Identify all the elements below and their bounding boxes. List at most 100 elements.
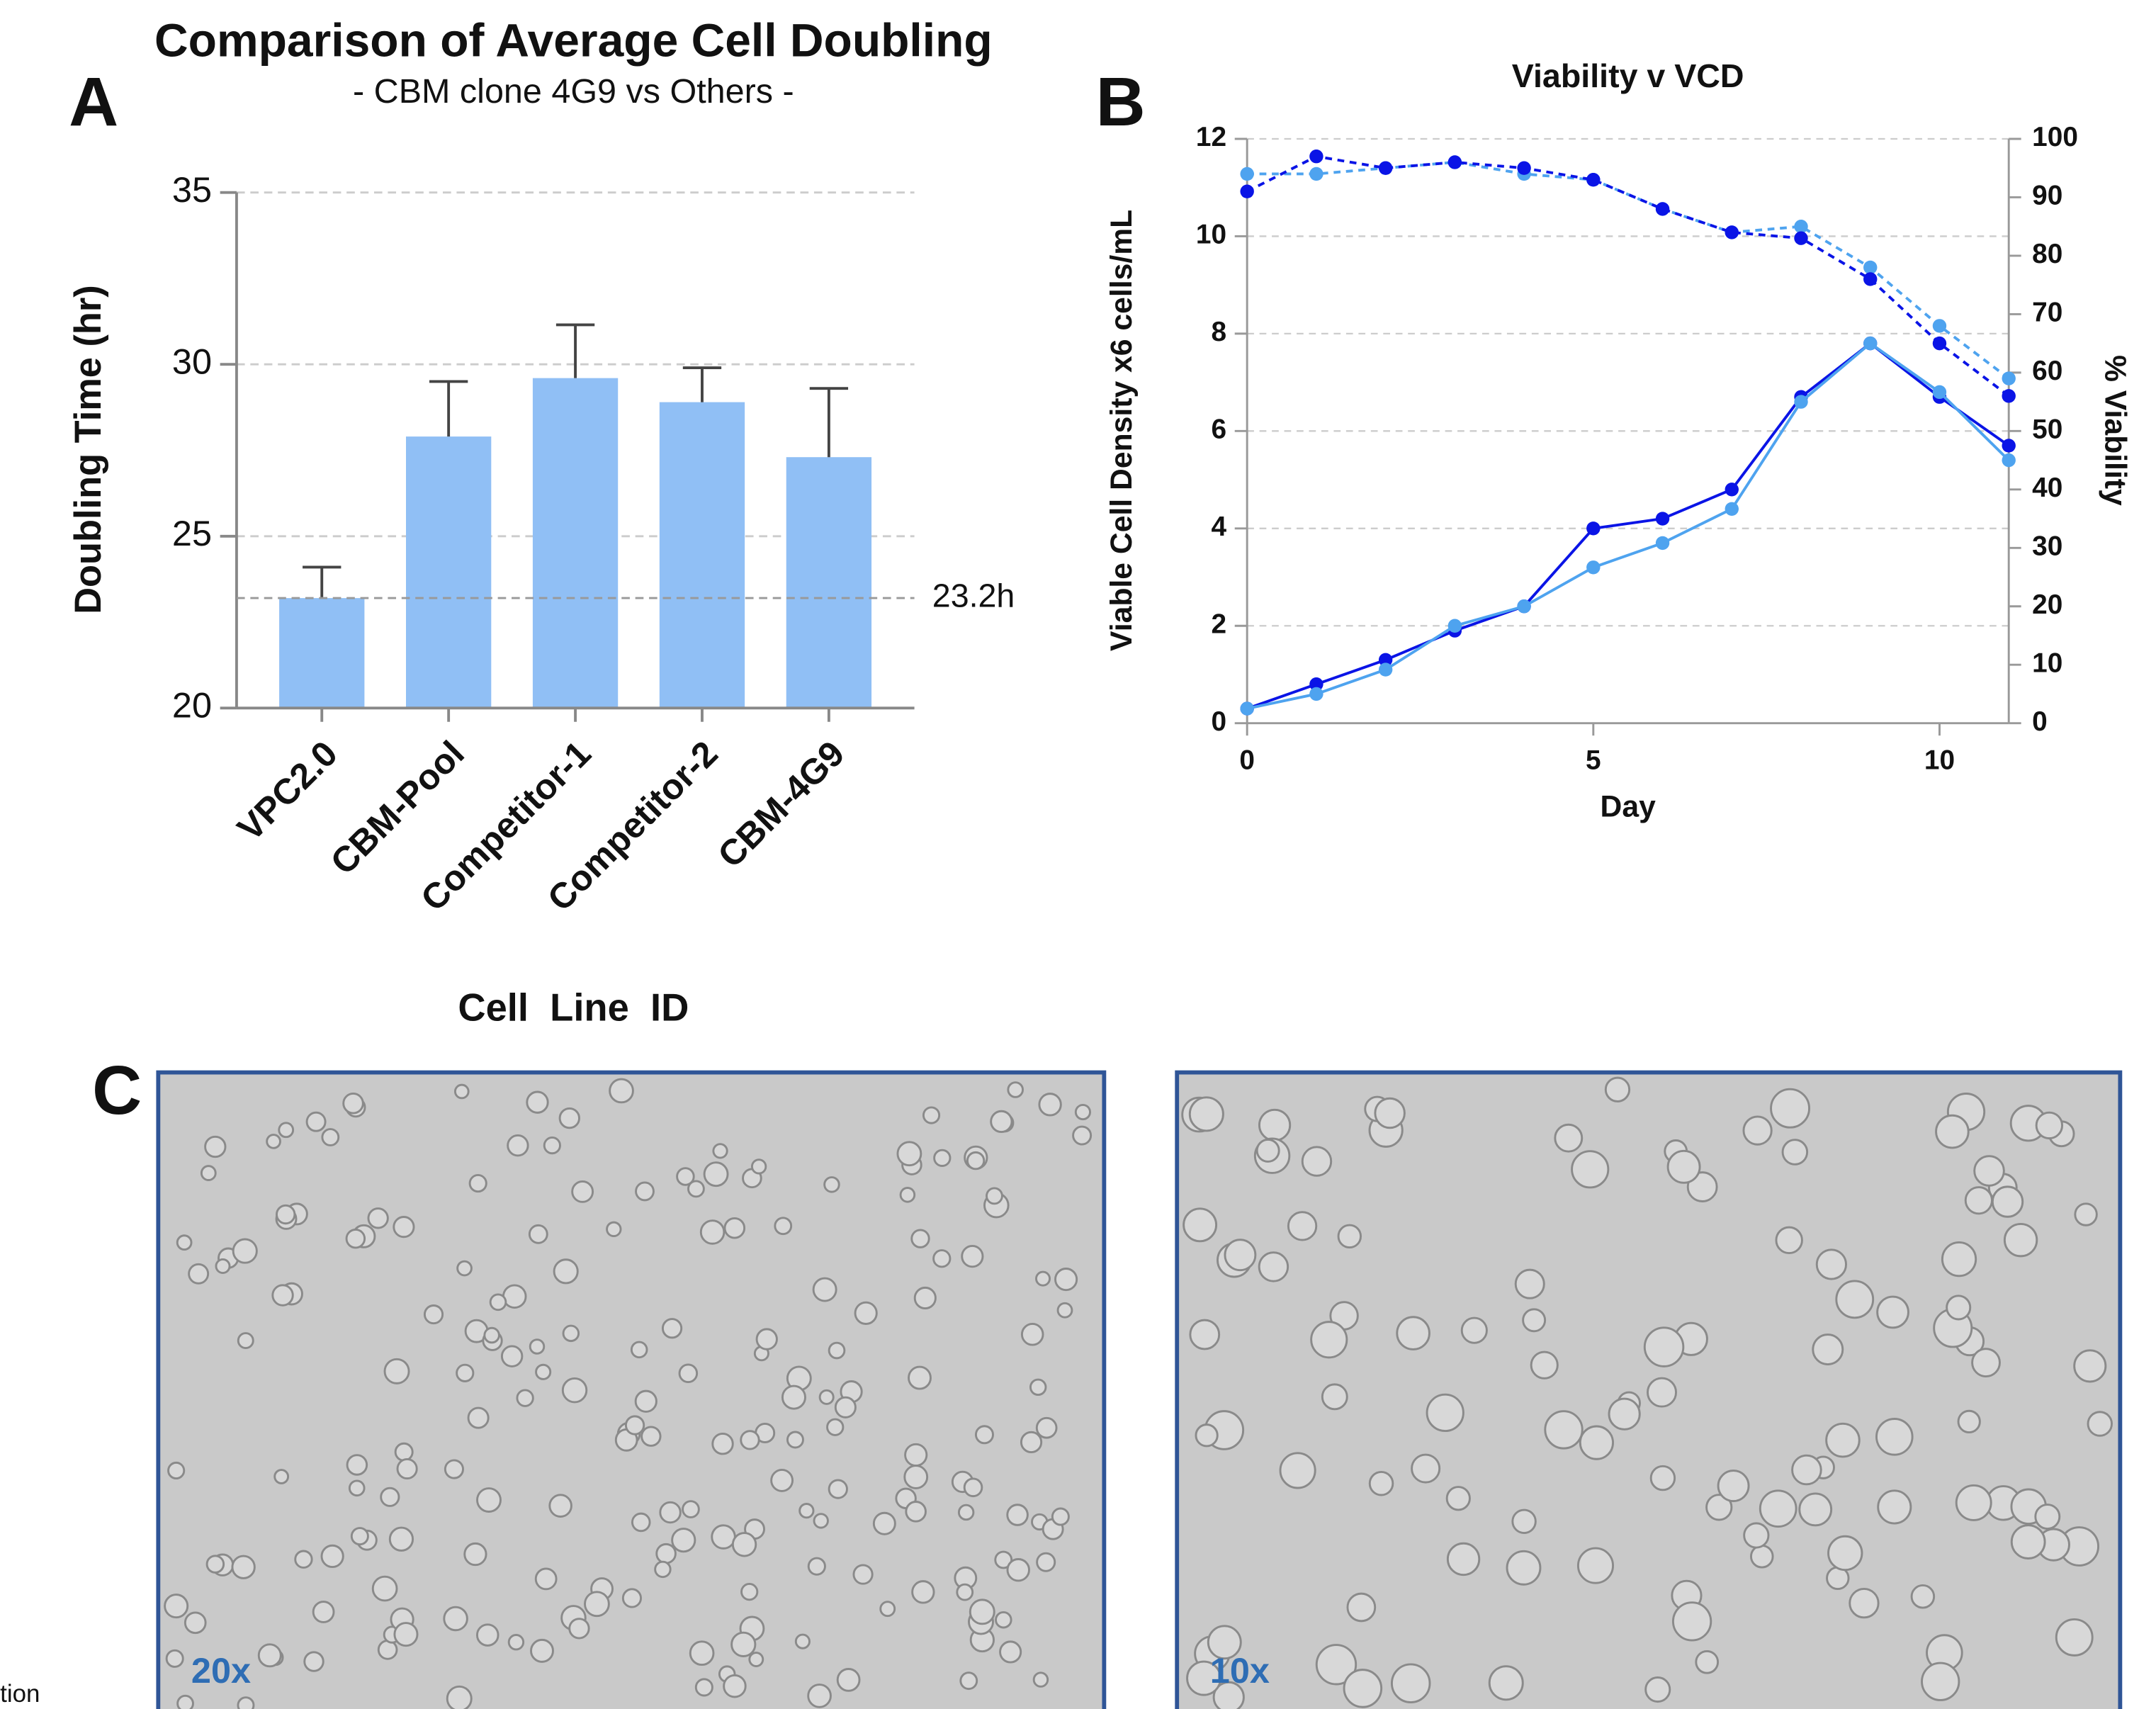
cell (1287, 1211, 1318, 1241)
cell (1346, 1592, 1377, 1623)
y-tick-label: 25 (172, 513, 212, 553)
cell (1964, 1186, 1993, 1215)
cell (342, 1092, 364, 1115)
cell (933, 1149, 952, 1167)
cell (489, 1293, 507, 1312)
cell (500, 1345, 524, 1367)
cell (740, 1430, 760, 1450)
cell (908, 1365, 932, 1390)
cell (1812, 1333, 1844, 1366)
magnification-label: 10x (1210, 1650, 1270, 1691)
cell (922, 1106, 941, 1124)
y-tick-label: 35 (172, 169, 212, 210)
cell (879, 1601, 896, 1618)
reference-label: 23.2h (932, 577, 1015, 614)
cell (1411, 1453, 1441, 1484)
cell (393, 1622, 419, 1647)
data-point (1309, 677, 1323, 692)
cell (730, 1631, 757, 1657)
cell (755, 1328, 778, 1350)
data-point (1447, 619, 1462, 633)
y2-tick-label: 60 (2032, 356, 2062, 386)
cell (957, 1504, 975, 1521)
cell (1426, 1393, 1464, 1433)
cell (1258, 1251, 1289, 1282)
cell (621, 1588, 643, 1608)
cell (913, 1286, 937, 1310)
cell (1921, 1662, 1960, 1701)
cell (1374, 1097, 1406, 1129)
y2-tick-label: 30 (2032, 531, 2062, 562)
data-point (1863, 336, 1878, 351)
cell (444, 1459, 464, 1479)
cell (807, 1683, 832, 1708)
data-point (1586, 173, 1601, 187)
cell (828, 1479, 848, 1499)
cell (740, 1582, 759, 1601)
cell (1006, 1558, 1030, 1582)
cell (165, 1649, 184, 1668)
cell (1530, 1350, 1559, 1380)
cell (1750, 1544, 1774, 1569)
cell (1849, 1587, 1880, 1619)
cell (1488, 1665, 1524, 1701)
cell (305, 1111, 327, 1132)
cell (2055, 1618, 2094, 1657)
cell (388, 1526, 414, 1552)
data-point (1932, 385, 1947, 400)
y-tick-label: 2 (1211, 609, 1226, 639)
data-point (1725, 483, 1739, 497)
cell (348, 1479, 366, 1497)
cell (1649, 1465, 1676, 1491)
data-point (1378, 161, 1393, 175)
cell (1522, 1308, 1547, 1333)
data-point (1309, 167, 1323, 181)
cell (1051, 1507, 1070, 1526)
cell (1775, 1226, 1803, 1255)
y2-tick-label: 80 (2032, 239, 2062, 269)
data-point (2002, 371, 2016, 385)
cell (1195, 1423, 1219, 1448)
cell (630, 1341, 648, 1359)
cell (631, 1512, 651, 1533)
cell (723, 1674, 747, 1698)
error-bar (682, 366, 722, 402)
cell (516, 1389, 534, 1407)
cell (2073, 1349, 2107, 1383)
cell (164, 1594, 189, 1619)
cell (963, 1477, 983, 1498)
y-tick-label: 10 (1196, 220, 1226, 250)
cell (812, 1277, 837, 1302)
cell (273, 1469, 290, 1484)
cell (278, 1122, 295, 1139)
cell (1705, 1494, 1733, 1521)
cell (910, 1229, 930, 1248)
cell (1743, 1522, 1770, 1549)
cell (723, 1217, 746, 1239)
cell (609, 1078, 634, 1104)
cell (394, 1442, 414, 1462)
x-tick-label: VPC2.0 (230, 733, 345, 848)
cell (904, 1443, 928, 1467)
cell (1007, 1081, 1024, 1098)
cell (1189, 1319, 1221, 1350)
y2-tick-label: 50 (2032, 414, 2062, 445)
cell (1183, 1207, 1218, 1243)
cell (558, 1107, 580, 1129)
cell (237, 1696, 255, 1709)
y-tick-label: 6 (1211, 414, 1226, 445)
cell (1644, 1676, 1671, 1703)
cell (553, 1258, 579, 1285)
cell (266, 1134, 281, 1149)
cell (750, 1158, 767, 1175)
cell (1074, 1103, 1091, 1121)
cell (1647, 1377, 1677, 1408)
cell (994, 1550, 1013, 1569)
cell (1604, 1076, 1631, 1102)
cell (1798, 1492, 1833, 1527)
cell (911, 1580, 935, 1604)
cell (959, 1671, 978, 1691)
data-point (1309, 687, 1323, 701)
cell (1056, 1302, 1073, 1319)
